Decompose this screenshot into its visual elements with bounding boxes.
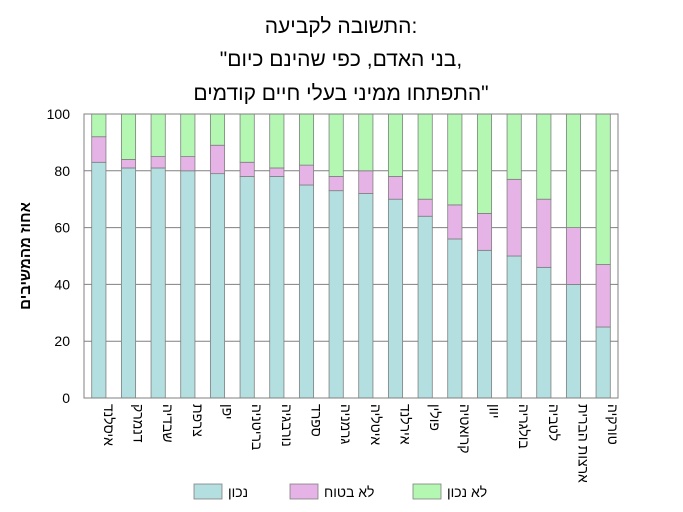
bar-segment — [476, 113, 493, 214]
bar-segment — [595, 264, 611, 328]
bar-segment — [150, 167, 166, 399]
x-tick-label: שבדיה — [160, 404, 176, 443]
bar-segment — [209, 173, 226, 399]
bar-segment — [239, 161, 255, 177]
bar-segment — [536, 113, 552, 200]
x-tick-label: איטליה — [368, 404, 384, 445]
bar-segment — [91, 161, 107, 399]
bar-segment — [565, 113, 582, 228]
bar-segment — [209, 113, 226, 146]
y-tick-label: 80 — [54, 163, 70, 179]
bar-segment — [417, 113, 433, 200]
bar-segment — [180, 170, 196, 399]
x-tick-label: אירלנד — [398, 404, 414, 445]
bar-segment — [447, 238, 463, 399]
bar-segment — [536, 266, 552, 399]
bar-segment — [476, 249, 493, 399]
plot-area-frame — [83, 113, 619, 399]
legend-swatch — [289, 483, 319, 500]
x-tick-label: טורקיה — [605, 404, 621, 445]
x-tick-label: ספרד — [309, 404, 325, 437]
x-tick-label: קרואטיה — [457, 404, 473, 454]
y-tick-label: 60 — [54, 220, 70, 236]
bar-segment — [180, 156, 196, 172]
y-tick-label: 100 — [47, 106, 71, 122]
bar-segment — [180, 113, 196, 157]
bar-segment — [506, 255, 522, 399]
bar-segment — [298, 164, 315, 186]
bar-segment — [269, 113, 285, 169]
x-tick-label: איסלנד — [101, 404, 117, 446]
bar-segment — [120, 113, 137, 160]
legend-label: נכון — [228, 484, 248, 500]
y-axis-label: אחוז מהמשיבים — [17, 202, 34, 310]
x-tick-label: צרפת — [190, 404, 206, 437]
legend-label: לא בטוח — [324, 484, 374, 500]
bar-segment — [476, 212, 493, 251]
bar-segment — [328, 176, 344, 192]
plot-area-background — [84, 114, 618, 398]
bar-segment — [358, 170, 374, 194]
legend-swatch — [412, 483, 442, 500]
x-axis-categories: איסלנד דנמרק שבדיה צרפת יפן בריטניה נורבגיה ספר… — [101, 404, 621, 483]
chart-title-line-2: "בני האדם, כפי שהינם כיום, — [220, 48, 462, 71]
bar-segment — [150, 113, 166, 157]
y-axis-ticks: 0 20 40 60 80 100 — [47, 106, 71, 406]
chart-title-line-1: התשובה לקביעה: — [265, 15, 418, 38]
bar-segment — [506, 113, 522, 180]
x-tick-label: יוון — [487, 404, 503, 419]
legend-swatch — [193, 483, 223, 500]
x-tick-label: לטביה — [546, 404, 562, 441]
legend: נכון לא בטוח לא נכון — [193, 483, 487, 500]
y-tick-label: 0 — [62, 390, 70, 406]
bar-segment — [595, 113, 611, 265]
bar-segment — [358, 193, 374, 399]
bar-segment — [417, 215, 433, 399]
bar-segment — [536, 198, 552, 268]
bar-segment — [91, 136, 107, 163]
bar-segment — [387, 113, 404, 177]
bar-segment — [565, 283, 582, 399]
legend-label: לא נכון — [447, 484, 487, 500]
bars-layer — [91, 113, 611, 399]
bar-segment — [447, 113, 463, 206]
bar-segment — [358, 113, 374, 172]
x-tick-label: נורבגיה — [279, 404, 295, 447]
x-tick-label: בולגריה — [516, 404, 532, 449]
x-tick-label: בריטניה — [249, 404, 265, 450]
bar-segment — [387, 198, 404, 399]
y-tick-label: 20 — [54, 333, 70, 349]
bar-segment — [91, 113, 107, 138]
bar-segment — [239, 176, 255, 399]
bar-segment — [298, 184, 315, 399]
bar-segment — [447, 204, 463, 240]
bar-segment — [120, 167, 137, 399]
bar-segment — [269, 167, 285, 177]
x-tick-label: דנמרק — [131, 404, 147, 443]
bar-segment — [269, 176, 285, 399]
bar-segment — [120, 159, 137, 169]
y-tick-label: 40 — [54, 276, 70, 292]
bar-segment — [387, 176, 404, 200]
bar-segment — [298, 113, 315, 166]
bar-segment — [150, 156, 166, 169]
bar-segment — [595, 326, 611, 399]
chart-title: התשובה לקביעה: "בני האדם, כפי שהינם כיום… — [193, 15, 488, 105]
bar-segment — [328, 113, 344, 177]
bar-segment — [565, 227, 582, 285]
chart-title-line-3: התפתחו ממיני בעלי חיים קודמים" — [193, 82, 488, 105]
bar-segment — [506, 178, 522, 257]
bar-segment — [239, 113, 255, 163]
x-tick-label: יפן — [220, 404, 236, 420]
x-tick-label: ארצות הברית — [576, 404, 592, 483]
x-tick-label: פולין — [427, 404, 443, 431]
bar-segment — [209, 144, 226, 175]
x-tick-label: גרמניה — [338, 404, 354, 444]
bar-segment — [328, 190, 344, 399]
bar-segment — [417, 198, 433, 217]
